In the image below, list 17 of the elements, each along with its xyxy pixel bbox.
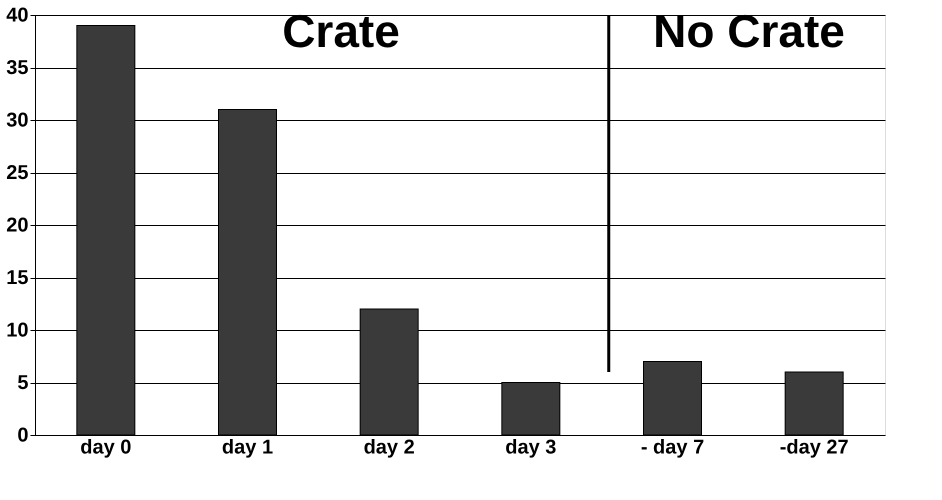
x-tick-label: day 0: [80, 436, 132, 458]
annotation: Crate: [282, 5, 400, 57]
y-tick-label: 0: [17, 424, 28, 446]
x-tick-label: day 3: [505, 436, 556, 458]
y-tick-label: 10: [6, 320, 28, 342]
x-tick-label: day 2: [364, 436, 415, 458]
y-tick-label: 15: [6, 267, 28, 289]
x-tick-label: -day 27: [780, 436, 849, 458]
y-tick-label: 35: [6, 57, 28, 79]
annotation: No Crate: [653, 5, 845, 57]
x-tick-label: day 1: [222, 436, 274, 458]
x-tick-label: - day 7: [640, 436, 704, 458]
y-tick-label: 25: [6, 162, 28, 184]
y-tick-label: 40: [6, 4, 28, 26]
y-tick-label: 20: [6, 214, 28, 236]
y-tick-label: 5: [17, 372, 28, 394]
y-tick-label: 30: [6, 110, 28, 132]
